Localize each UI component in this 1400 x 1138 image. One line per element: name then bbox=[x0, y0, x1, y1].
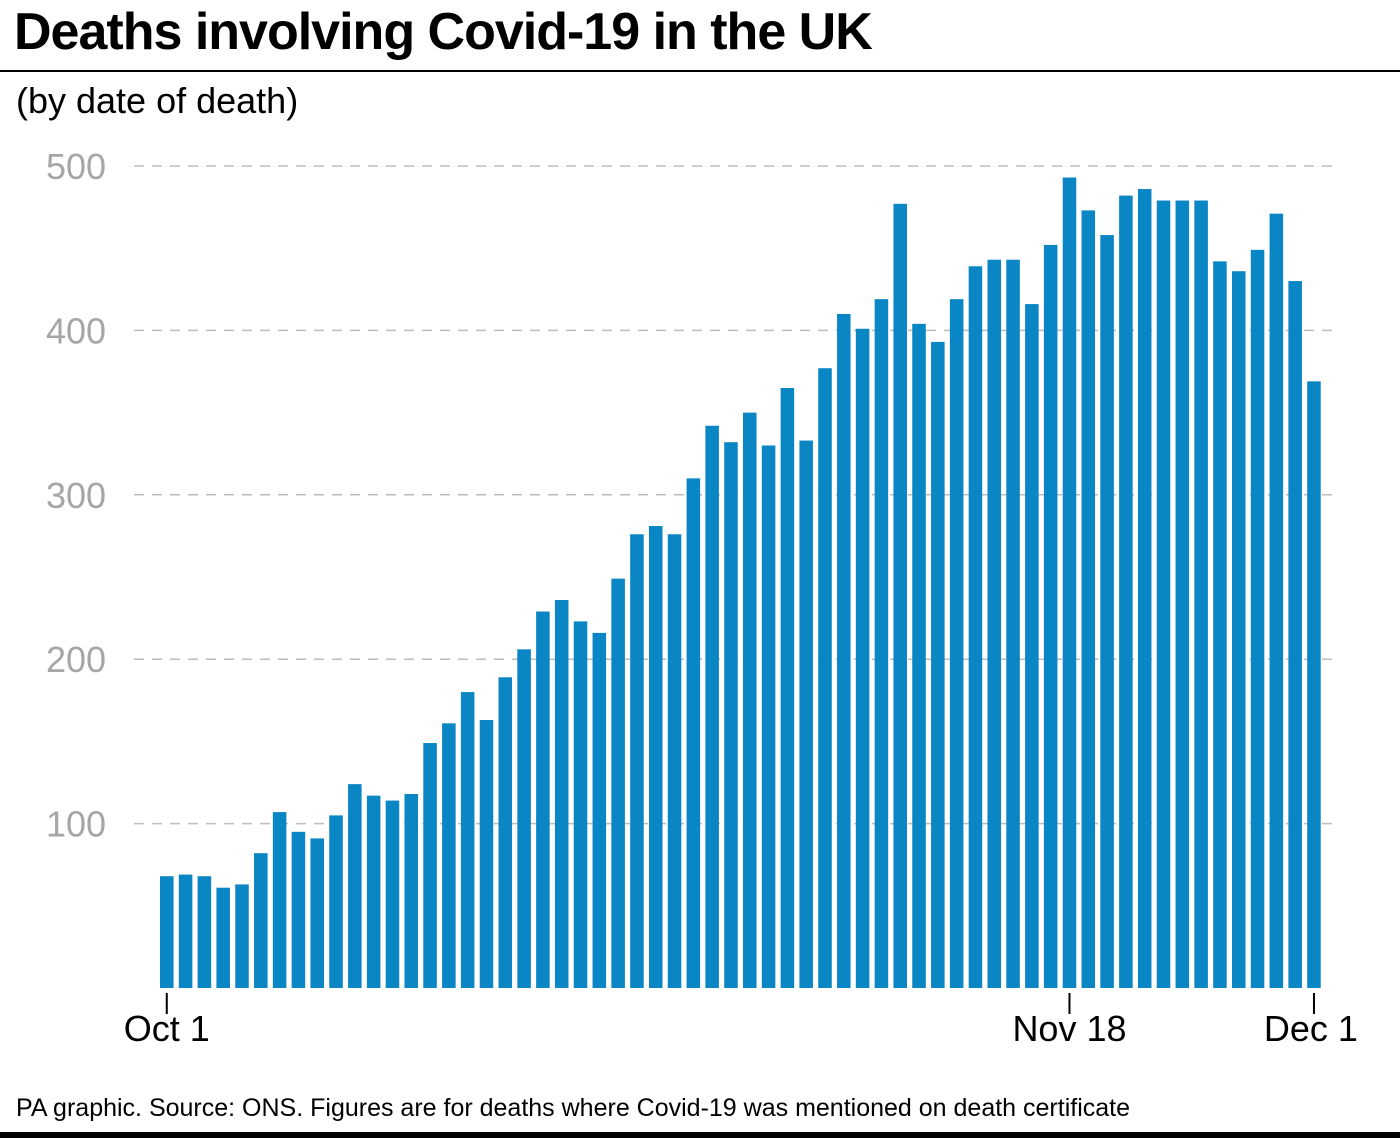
y-tick-label: 500 bbox=[46, 146, 106, 187]
bar bbox=[291, 831, 306, 988]
bar bbox=[705, 425, 719, 988]
bar bbox=[686, 478, 701, 988]
x-tick-label: Nov 18 bbox=[1012, 1008, 1126, 1049]
bar bbox=[780, 387, 795, 988]
bar bbox=[630, 534, 644, 988]
bar bbox=[498, 677, 513, 988]
x-axis: Oct 1 Nov 18 Dec 1 bbox=[124, 993, 1358, 1049]
bar bbox=[818, 368, 832, 988]
bar bbox=[1213, 261, 1227, 988]
bar bbox=[968, 266, 983, 988]
bar bbox=[1288, 281, 1302, 989]
bar bbox=[1081, 210, 1096, 988]
y-tick-label: 200 bbox=[46, 639, 106, 680]
bar bbox=[235, 884, 249, 988]
bar bbox=[479, 720, 494, 988]
bar bbox=[310, 838, 324, 988]
bar bbox=[1006, 259, 1020, 988]
bar bbox=[423, 743, 437, 988]
bar bbox=[178, 874, 193, 988]
y-tick-label: 300 bbox=[46, 475, 106, 516]
bar bbox=[648, 526, 663, 988]
bar bbox=[1231, 271, 1246, 988]
bar bbox=[536, 611, 550, 988]
source-footer: PA graphic. Source: ONS. Figures are for… bbox=[16, 1094, 1131, 1122]
bar bbox=[592, 632, 607, 988]
bar bbox=[611, 578, 625, 988]
bar bbox=[855, 328, 870, 989]
title-rule bbox=[0, 70, 1400, 72]
bar bbox=[517, 649, 531, 988]
bar bbox=[724, 442, 738, 988]
footer-rule bbox=[0, 1132, 1400, 1138]
bar bbox=[366, 795, 381, 988]
bar bbox=[1156, 200, 1171, 989]
x-tick-label: Dec 1 bbox=[1264, 1008, 1358, 1049]
bar bbox=[272, 812, 287, 988]
bar bbox=[1100, 235, 1114, 989]
bar bbox=[1025, 304, 1039, 988]
bar bbox=[893, 203, 907, 988]
bar bbox=[1250, 249, 1265, 988]
bar bbox=[1307, 381, 1321, 988]
bar bbox=[329, 815, 343, 988]
bar bbox=[1062, 177, 1077, 988]
bar bbox=[1175, 200, 1190, 989]
bar bbox=[1137, 189, 1152, 989]
bar bbox=[743, 412, 757, 989]
y-tick-label: 400 bbox=[46, 310, 106, 351]
chart-subtitle: (by date of death) bbox=[16, 80, 299, 121]
x-tick-label: Oct 1 bbox=[124, 1008, 210, 1049]
bar bbox=[385, 800, 400, 988]
bar bbox=[348, 784, 362, 988]
bar bbox=[197, 876, 212, 988]
bar bbox=[931, 341, 945, 989]
bar bbox=[1043, 244, 1058, 989]
bar bbox=[799, 440, 813, 989]
bar bbox=[573, 621, 588, 988]
bar-chart: 100 200 300 400 500 Oct 1 Nov 18 Dec 1 bbox=[46, 146, 1358, 1049]
bar bbox=[761, 445, 776, 989]
bar bbox=[667, 534, 682, 988]
bar bbox=[837, 313, 851, 989]
bar bbox=[460, 692, 475, 988]
bar bbox=[160, 876, 174, 988]
bar bbox=[1119, 195, 1133, 989]
bar bbox=[254, 853, 268, 988]
bar bbox=[987, 259, 1002, 988]
bar bbox=[874, 299, 889, 988]
bar bbox=[1194, 200, 1208, 989]
bar bbox=[216, 887, 230, 988]
bar bbox=[554, 600, 569, 988]
bar bbox=[1269, 213, 1284, 988]
chart-title: Deaths involving Covid-19 in the UK bbox=[14, 3, 873, 61]
bar bbox=[442, 723, 456, 988]
y-tick-label: 100 bbox=[46, 804, 106, 845]
bar bbox=[404, 794, 419, 988]
bar bbox=[949, 299, 964, 988]
bar bbox=[912, 323, 926, 989]
bar-series bbox=[160, 177, 1321, 989]
gridlines: 100 200 300 400 500 bbox=[46, 146, 1340, 845]
